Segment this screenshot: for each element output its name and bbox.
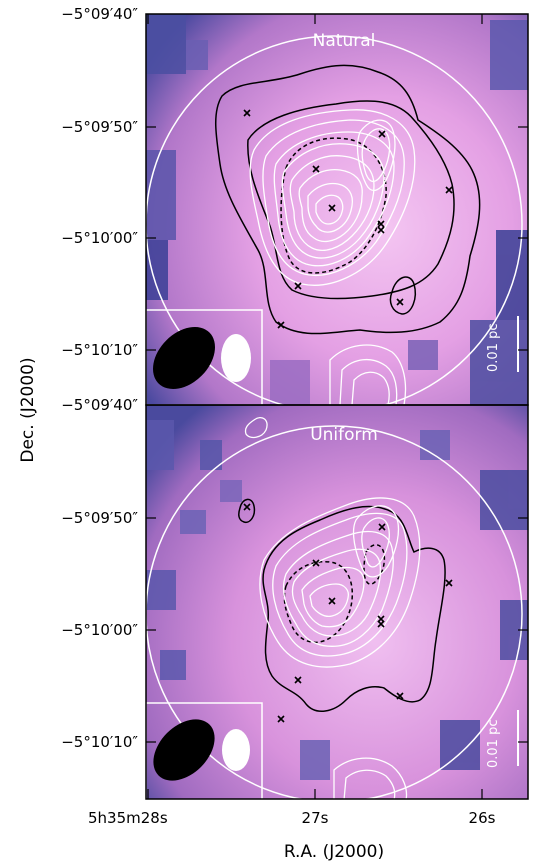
y-tick-bottom-1: −5°09′50″ [61, 509, 138, 527]
x-tick-2: 26s [469, 809, 496, 827]
panel-uniform-primary-beam-circle [146, 425, 523, 799]
panel-uniform-contour-dashed [283, 560, 354, 644]
x-tick-0: 5h35m28s [88, 809, 168, 827]
panel-natural-beam-inset [146, 309, 263, 405]
panel-natural-contour-outer [214, 64, 481, 335]
y-tick-bottom-3: −5°10′10″ [61, 733, 138, 751]
panel-uniform-star-markers [243, 503, 453, 723]
panel-natural-title: Natural [313, 31, 376, 51]
y-tick-bottom-2: −5°10′00″ [61, 621, 138, 639]
y-tick-top-1: −5°09′50″ [61, 118, 138, 136]
y-tick-top-0: −5°09′40″ [61, 5, 138, 23]
panel-natural-contour-dashed [280, 137, 387, 274]
y-tick-labels: −5°09′40″ −5°09′50″ −5°10′00″ −5°10′10″ … [61, 5, 138, 751]
y-axis-title: Dec. (J2000) [18, 357, 38, 462]
tick-marks [146, 14, 528, 799]
panel-uniform-scale-label: 0.01 pc [486, 720, 501, 768]
panel-uniform: 0.01 pc Uniform [146, 405, 528, 799]
x-tick-1: 27s [302, 809, 329, 827]
panel-natural-contour-knot [389, 276, 416, 315]
panel-natural: 0.01 pc Natural [146, 14, 528, 405]
panel-natural-white-contours [249, 109, 416, 405]
panel-uniform-contour-dashed-2 [363, 544, 386, 585]
x-axis-title: R.A. (J2000) [284, 842, 384, 862]
y-tick-top-3: −5°10′10″ [61, 341, 138, 359]
panel-uniform-white-contours [244, 416, 421, 799]
panel-uniform-frame [145, 404, 529, 800]
panel-uniform-beam-inset [146, 702, 263, 799]
panel-natural-beam-white [221, 334, 251, 382]
panel-uniform-beam-white [222, 729, 250, 771]
panel-natural-scale-label: 0.01 pc [486, 324, 501, 372]
panel-natural-beam-black [153, 327, 215, 389]
panel-natural-star-markers [243, 109, 453, 329]
panel-uniform-title: Uniform [310, 425, 378, 445]
panel-natural-blue-patches [146, 14, 528, 405]
panel-natural-primary-beam-circle [146, 35, 523, 405]
y-tick-top-2: −5°10′00″ [61, 229, 138, 247]
panel-uniform-contour-knot [238, 498, 256, 524]
y-tick-bottom-0: −5°09′40″ [61, 396, 138, 414]
panel-uniform-beam-black [153, 719, 215, 781]
panel-uniform-contour-outer [262, 505, 446, 712]
x-tick-labels: 5h35m28s 27s 26s [88, 809, 496, 827]
